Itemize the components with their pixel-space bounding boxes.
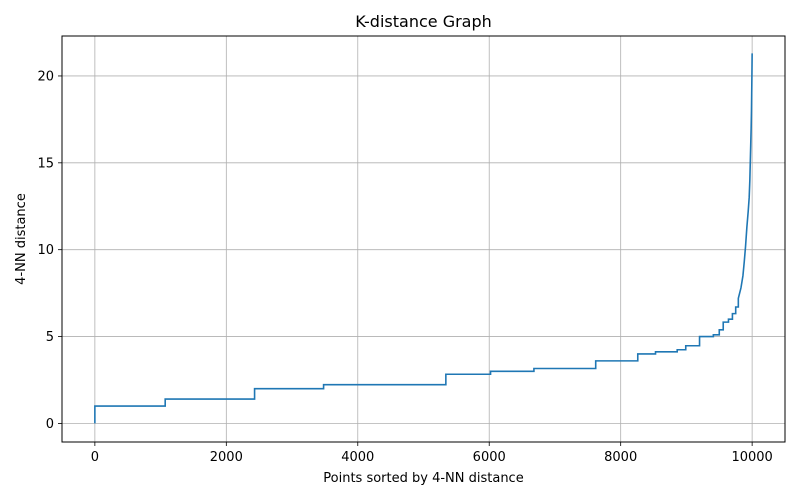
y-tick-label: 10 (37, 243, 54, 258)
grid (62, 36, 785, 442)
y-tick-label: 20 (37, 69, 54, 84)
x-tick-label: 4000 (341, 450, 374, 465)
x-tick-label: 6000 (473, 450, 506, 465)
x-axis-label: Points sorted by 4-NN distance (323, 471, 523, 486)
y-tick-label: 15 (37, 156, 54, 171)
x-tick-label: 8000 (604, 450, 637, 465)
y-tick-label: 0 (46, 417, 54, 432)
series-line (94, 53, 753, 424)
y-axis-ticks: 0 5 10 15 20 (37, 69, 62, 432)
x-tick-label: 0 (91, 450, 99, 465)
x-tick-label: 10000 (731, 450, 772, 465)
y-axis-label: 4-NN distance (14, 193, 29, 285)
y-tick-label: 5 (46, 330, 54, 345)
axes-frame (61, 35, 786, 443)
chart-title: K-distance Graph (355, 12, 492, 31)
x-axis-ticks: 0 2000 4000 6000 8000 10000 (91, 442, 773, 465)
x-tick-label: 2000 (210, 450, 243, 465)
plot-area (94, 53, 753, 424)
